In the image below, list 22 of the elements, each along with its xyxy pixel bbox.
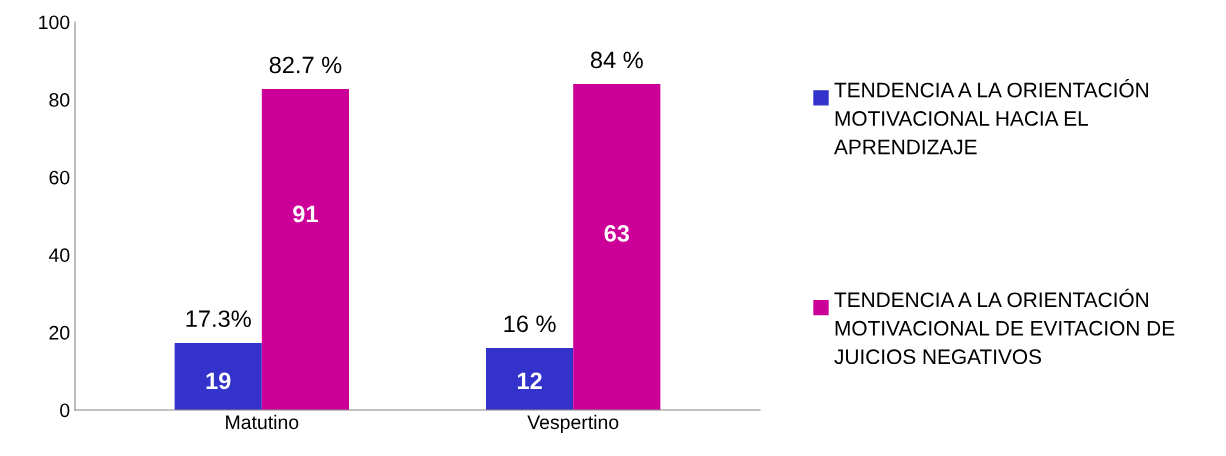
x-tick-label: Matutino [226, 414, 299, 430]
bar [174, 342, 262, 410]
bar [486, 347, 574, 410]
bar [573, 84, 661, 410]
y-tick-label: 100 [39, 15, 70, 30]
y-tick-label: 60 [49, 170, 70, 185]
data-label: 17.3% [186, 310, 251, 328]
annotation: 19 [206, 372, 231, 390]
annotation: 91 [293, 205, 318, 223]
data-label: 82.7 % [269, 56, 342, 74]
annotation: 63 [604, 225, 630, 242]
y-tick-label: 80 [49, 93, 70, 107]
x-tick-label: Vespertino [527, 414, 619, 433]
data-label: 16 % [504, 315, 556, 333]
bar [261, 89, 349, 410]
y-tick-label: 0 [60, 403, 70, 418]
y-tick-label: 40 [48, 248, 70, 263]
annotation: 12 [517, 372, 542, 389]
data-label: 84 % [590, 51, 643, 69]
legend-label: TENDENCIA A LA ORIENTACIÓN MOTIVACIONAL DE EVITACION DE JUICIOS NEGATIVOS [834, 288, 1175, 365]
legend-label: TENDENCIA A LA ORIENTACIÓN MOTIVACIONAL HACIA EL APRENDIZAJE [834, 79, 1148, 155]
y-tick-label: 20 [49, 325, 70, 340]
